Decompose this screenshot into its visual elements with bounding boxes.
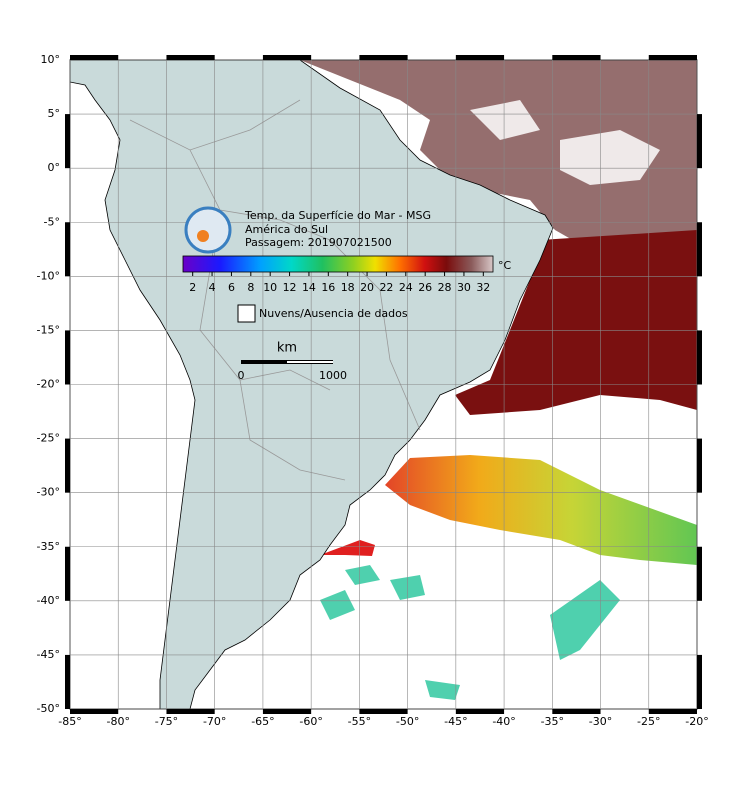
frame-segment bbox=[262, 709, 312, 714]
frame-segment bbox=[65, 654, 70, 709]
y-tick-label: -35° bbox=[37, 540, 60, 553]
colorbar-tick-label: 20 bbox=[360, 281, 374, 294]
colorbar-ticks: 2 4 6 8 10 12 14 16 18 20 22 24 26 28 30 32 bbox=[189, 272, 490, 294]
colorbar-tick-label: 22 bbox=[379, 281, 393, 294]
pass: Passagem: 201907021500 bbox=[245, 236, 392, 249]
scale-unit: km bbox=[277, 341, 297, 356]
subtitle: América do Sul bbox=[245, 223, 328, 236]
colorbar-tick-label: 4 bbox=[209, 281, 216, 294]
frame-segment bbox=[359, 55, 408, 60]
frame-segment bbox=[455, 55, 505, 60]
frame-segment bbox=[65, 438, 70, 493]
x-tick-label: -60° bbox=[299, 715, 322, 728]
sst-plata bbox=[320, 540, 375, 556]
colorbar-tick-label: 6 bbox=[228, 281, 235, 294]
frame-segment bbox=[166, 55, 215, 60]
frame-segment bbox=[648, 55, 697, 60]
colorbar-tick-label: 10 bbox=[263, 281, 277, 294]
borders bbox=[129, 99, 421, 481]
colorbar-tick-label: 28 bbox=[438, 281, 452, 294]
frame-segment bbox=[697, 222, 702, 277]
x-tick-label: -55° bbox=[348, 715, 371, 728]
scale-tick-label: 1000 bbox=[319, 369, 347, 382]
x-tick-label: -40° bbox=[492, 715, 515, 728]
frame-segment bbox=[65, 330, 70, 385]
colorbar-tick-label: 16 bbox=[321, 281, 335, 294]
colorbar bbox=[182, 255, 494, 273]
x-tick-label: -20° bbox=[685, 715, 708, 728]
y-tick-label: -25° bbox=[37, 432, 60, 445]
colorbar-tick-label: 32 bbox=[476, 281, 490, 294]
colorbar-tick-label: 8 bbox=[247, 281, 254, 294]
colorbar-tick-label: 24 bbox=[399, 281, 413, 294]
sst-warm bbox=[300, 60, 697, 250]
y-tick-label: -45° bbox=[37, 648, 60, 661]
frame-segment bbox=[455, 709, 505, 714]
legend-swatch bbox=[237, 304, 256, 323]
sst-band bbox=[385, 455, 697, 565]
y-tick-label: -15° bbox=[37, 323, 60, 336]
x-tick-label: -30° bbox=[589, 715, 612, 728]
y-tick-label: -40° bbox=[37, 594, 60, 607]
x-tick-label: -25° bbox=[637, 715, 660, 728]
frame-ticks bbox=[65, 55, 702, 714]
frame-segment bbox=[697, 546, 702, 601]
sst-cool bbox=[320, 565, 620, 700]
y-tick-label: -30° bbox=[37, 486, 60, 499]
frame-segment bbox=[697, 114, 702, 169]
y-tick-label: -10° bbox=[37, 269, 60, 282]
title: Temp. da Superfície do Mar - MSG bbox=[244, 209, 431, 222]
x-tick-label: -35° bbox=[541, 715, 564, 728]
frame-segment bbox=[262, 55, 312, 60]
y-tick-label: -50° bbox=[37, 702, 60, 715]
y-tick-label: 5° bbox=[48, 107, 61, 120]
colorbar-tick-label: 30 bbox=[457, 281, 471, 294]
legend-label: Nuvens/Ausencia de dados bbox=[259, 307, 408, 320]
scale-ticks: 0 1000 bbox=[238, 369, 348, 382]
frame-segment bbox=[552, 55, 601, 60]
frame-segment bbox=[65, 222, 70, 277]
x-tick-label: -80° bbox=[106, 715, 129, 728]
colorbar-tick-label: 12 bbox=[283, 281, 297, 294]
frame-segment bbox=[552, 709, 601, 714]
y-tick-label: 0° bbox=[48, 161, 61, 174]
colorbar-tick-label: 14 bbox=[302, 281, 316, 294]
frame-segment bbox=[697, 330, 702, 385]
x-tick-label: -75° bbox=[155, 715, 178, 728]
frame-segment bbox=[697, 438, 702, 493]
x-tick-label: -85° bbox=[58, 715, 81, 728]
x-tick-label: -70° bbox=[203, 715, 226, 728]
colorbar-unit: °C bbox=[498, 259, 512, 272]
scale-bar-half bbox=[287, 361, 333, 363]
logo-dot bbox=[197, 230, 209, 242]
colorbar-tick-label: 26 bbox=[418, 281, 432, 294]
colorbar-tick-label: 2 bbox=[189, 281, 196, 294]
colorbar-tick-label: 18 bbox=[341, 281, 355, 294]
frame-segment bbox=[166, 709, 215, 714]
scale-tick-label: 0 bbox=[238, 369, 245, 382]
sst-clouds bbox=[470, 100, 660, 185]
y-tick-label: -5° bbox=[44, 215, 60, 228]
y-tick-label: -20° bbox=[37, 378, 60, 391]
frame-segment bbox=[359, 709, 408, 714]
frame-segment bbox=[65, 546, 70, 601]
frame-segment bbox=[697, 654, 702, 709]
frame-segment bbox=[65, 114, 70, 169]
y-tick-label: 10° bbox=[41, 53, 61, 66]
x-tick-label: -65° bbox=[251, 715, 274, 728]
frame-segment bbox=[70, 709, 119, 714]
logo bbox=[184, 206, 232, 254]
x-tick-label: -50° bbox=[396, 715, 419, 728]
frame-segment bbox=[648, 709, 697, 714]
frame-segment bbox=[70, 55, 119, 60]
x-tick-label: -45° bbox=[444, 715, 467, 728]
